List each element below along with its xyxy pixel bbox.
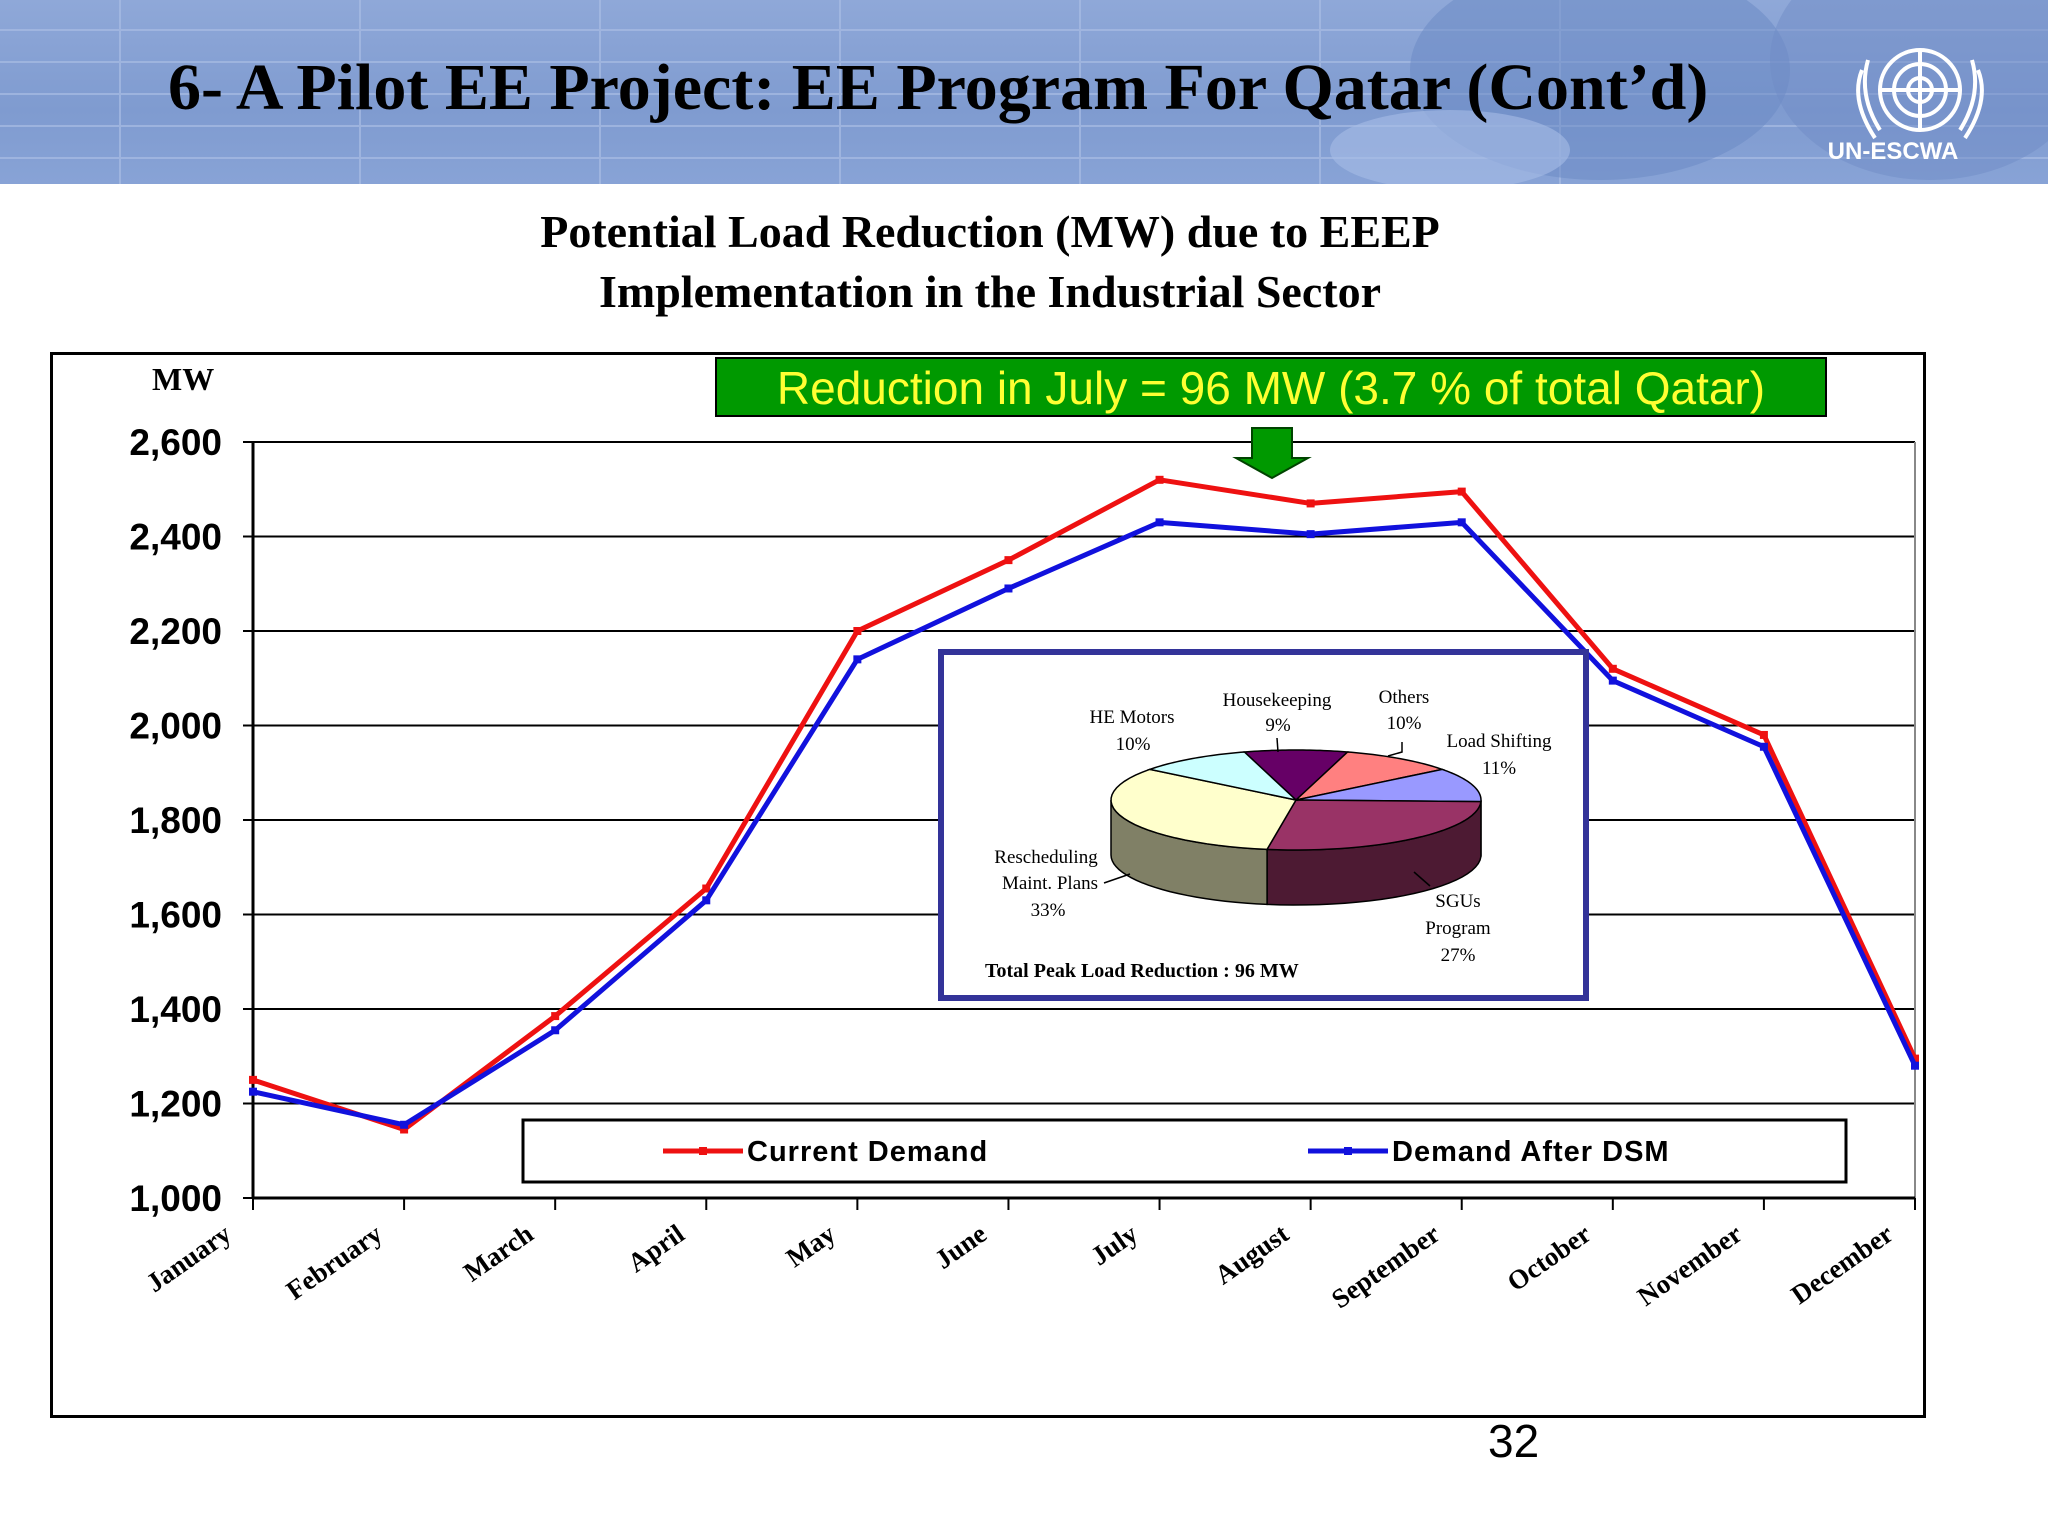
x-tick-label: January <box>141 1218 237 1298</box>
y-tick-label: 1,800 <box>129 800 222 841</box>
data-point <box>400 1125 409 1134</box>
x-tick-label: April <box>622 1218 690 1278</box>
data-point <box>400 1120 409 1129</box>
x-tick-label: September <box>1326 1218 1445 1314</box>
y-tick-label: 1,200 <box>129 1084 222 1125</box>
legend-marker <box>699 1147 707 1155</box>
pie-leader <box>1276 737 1279 753</box>
y-tick-label: 1,600 <box>129 895 222 936</box>
chart-frame <box>50 352 1926 1418</box>
legend-entry: Current Demand <box>747 1136 988 1168</box>
pie-label: Program <box>1425 918 1491 939</box>
legend-box <box>521 1118 1848 1184</box>
un-emblem-icon <box>1856 48 1984 140</box>
pie-slice <box>1146 751 1299 802</box>
chart-title-line2: Implementation in the Industrial Sector <box>599 266 1381 317</box>
pie-label: Load Shifting <box>1446 731 1552 752</box>
data-point <box>1155 475 1164 484</box>
data-point <box>249 1087 257 1096</box>
data-point <box>1155 518 1164 527</box>
y-tick-label: 2,400 <box>129 517 222 558</box>
pie-slice <box>1293 751 1446 802</box>
x-tick-label: June <box>929 1218 992 1274</box>
data-point <box>551 1026 560 1035</box>
pie-slice <box>1265 799 1482 851</box>
logo-text: UN-ESCWA <box>1827 138 1959 165</box>
pie-label: 10% <box>1387 713 1422 734</box>
data-point <box>1911 1054 1919 1063</box>
data-point <box>853 655 862 664</box>
data-point <box>702 896 711 905</box>
arrow-down-icon <box>1232 427 1312 480</box>
x-tick-label: July <box>1085 1218 1143 1271</box>
slide-header: 6- A Pilot EE Project: EE Program For Qa… <box>0 0 2048 184</box>
x-tick-label: December <box>1785 1218 1898 1310</box>
data-point <box>551 1012 560 1021</box>
x-tick-label: October <box>1502 1218 1597 1297</box>
data-point <box>1759 730 1768 739</box>
pie-slice <box>1242 749 1350 802</box>
data-point <box>1306 530 1315 539</box>
chart-title: Potential Load Reduction (MW) due to EEE… <box>380 202 1600 322</box>
data-point <box>1759 742 1768 751</box>
data-point <box>1004 584 1013 593</box>
pie-label: HE Motors <box>1090 707 1175 728</box>
chart-title-line1: Potential Load Reduction (MW) due to EEE… <box>540 206 1440 257</box>
pie-label: 10% <box>1116 734 1151 755</box>
data-point <box>1306 499 1315 508</box>
pie-label: Others <box>1379 687 1430 708</box>
annotation-text: Reduction in July = 96 MW (3.7 % of tota… <box>777 362 1765 414</box>
data-point <box>1004 556 1013 565</box>
pie-label: Housekeeping <box>1223 690 1332 711</box>
y-axis-label: MW <box>152 361 214 397</box>
pie-label: 33% <box>1031 900 1066 921</box>
x-tick-label: February <box>281 1218 388 1306</box>
pie-caption: Total Peak Load Reduction : 96 MW <box>985 960 1299 982</box>
pie-label: 11% <box>1482 758 1516 779</box>
data-point <box>249 1075 257 1084</box>
pie-leader <box>1387 742 1403 757</box>
pie-leader <box>1103 873 1131 884</box>
pie-label: Rescheduling <box>994 847 1098 868</box>
y-tick-label: 2,200 <box>129 611 222 652</box>
pie-label: 9% <box>1265 715 1291 736</box>
data-point <box>1457 487 1466 496</box>
annotation-box <box>715 357 1827 417</box>
pie-label: Maint. Plans <box>1002 873 1098 894</box>
data-point <box>853 627 862 635</box>
data-point <box>1608 664 1617 673</box>
page-number: 32 <box>1488 1415 1540 1467</box>
pie-leader <box>1413 871 1431 887</box>
slide-title: 6- A Pilot EE Project: EE Program For Qa… <box>168 51 1709 124</box>
y-tick-label: 2,600 <box>129 422 222 463</box>
x-tick-label: May <box>781 1218 842 1273</box>
pie-slice <box>1110 768 1298 851</box>
data-point <box>1457 518 1466 527</box>
data-point <box>1608 676 1617 685</box>
series-line-current-demand <box>252 477 1918 1132</box>
data-point <box>1911 1061 1919 1070</box>
pie-label: 27% <box>1441 945 1476 966</box>
data-point <box>702 884 711 893</box>
x-tick-label: August <box>1209 1218 1294 1290</box>
series-line-demand-after-dsm <box>252 519 1918 1128</box>
y-tick-label: 1,400 <box>129 989 222 1030</box>
y-tick-label: 1,000 <box>129 1178 222 1219</box>
pie-slice <box>1295 768 1482 803</box>
x-tick-label: March <box>458 1218 539 1287</box>
y-tick-label: 2,000 <box>129 706 222 747</box>
x-tick-label: November <box>1632 1218 1747 1311</box>
pie-label: SGUs <box>1435 891 1480 912</box>
legend-marker <box>1344 1147 1352 1155</box>
legend-entry: Demand After DSM <box>1392 1136 1670 1168</box>
